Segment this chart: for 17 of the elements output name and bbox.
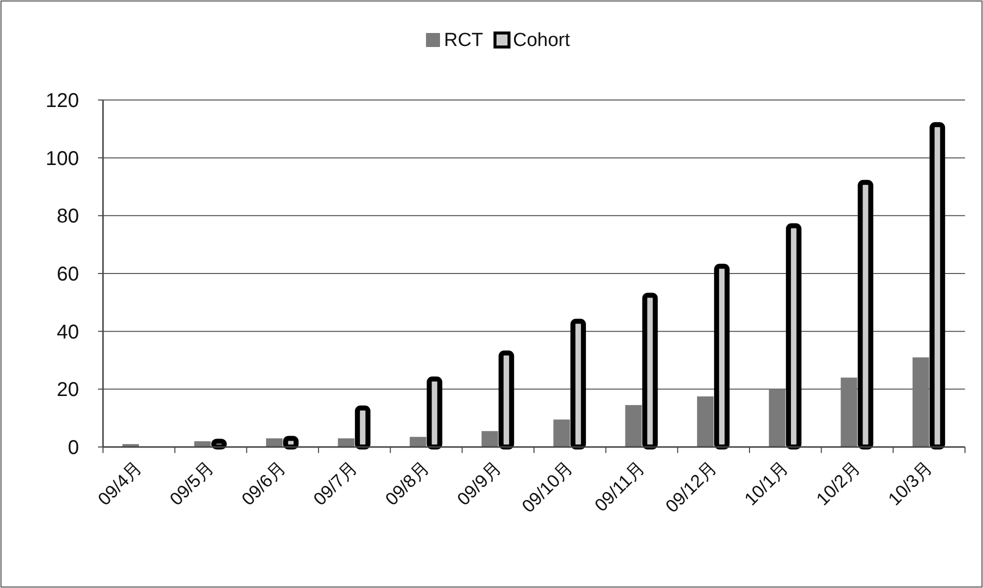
- y-tick-label: 80: [56, 206, 79, 228]
- x-tick-label: 09/8月: [381, 458, 434, 510]
- x-tick-label: 09/4月: [94, 458, 146, 510]
- x-tick-label: 10/3月: [884, 458, 936, 510]
- y-tick-label: 20: [56, 379, 79, 402]
- y-tick-label: 0: [68, 437, 79, 459]
- y-tick-label: 60: [56, 264, 79, 286]
- y-tick-label: 120: [46, 90, 79, 112]
- legend-label: RCT: [444, 30, 484, 51]
- x-tick-label: 10/2月: [812, 458, 864, 510]
- x-tick-label: 10/1月: [740, 458, 792, 510]
- y-tick-label: 100: [46, 148, 79, 170]
- y-tick-label: 40: [56, 321, 79, 344]
- legend-label: Cohort: [513, 30, 571, 51]
- x-tick-label: 09/6月: [238, 458, 290, 510]
- x-tick-label: 09/5月: [166, 458, 218, 510]
- x-tick-label: 09/9月: [453, 458, 505, 510]
